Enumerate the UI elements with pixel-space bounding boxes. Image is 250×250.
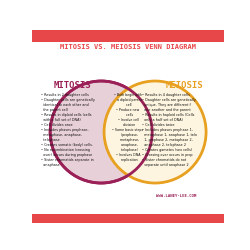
Text: MITOSIS VS. MEIOSIS VENN DIAGRAM: MITOSIS VS. MEIOSIS VENN DIAGRAM [60,44,196,50]
Circle shape [104,81,206,183]
Text: MEIOSIS: MEIOSIS [165,81,203,90]
Text: • Both begin with
  a diploid parent
  cell
• Produce new
  cells
• Involve cell: • Both begin with a diploid parent cell … [112,92,144,162]
Text: • Results in 2 daughter cells
• Daughter cells are genetically
  identical to ea: • Results in 2 daughter cells • Daughter… [40,92,94,167]
Text: WWW.LANEY-LEE.COM: WWW.LANEY-LEE.COM [156,194,196,198]
Bar [32,30,224,42]
Circle shape [50,81,152,183]
Bar [32,214,224,222]
Text: MITOSIS: MITOSIS [54,81,91,90]
Text: • Results in 4 daughter cells
• Daughter cells are genetically
  unique. They ar: • Results in 4 daughter cells • Daughter… [142,92,197,167]
